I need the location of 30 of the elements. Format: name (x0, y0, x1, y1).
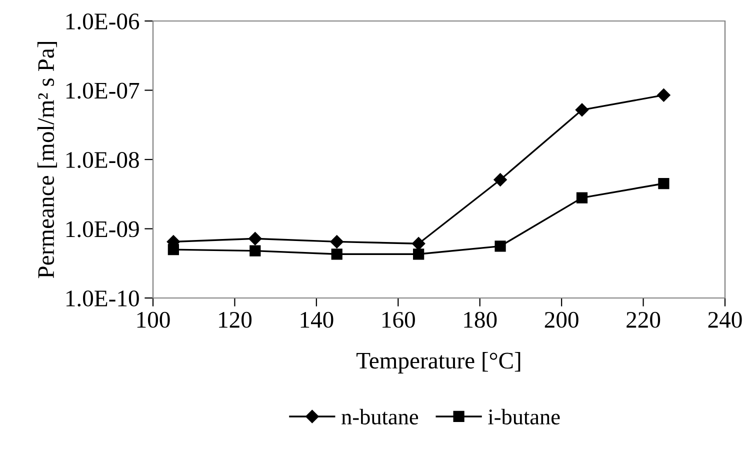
point (494, 173, 507, 186)
y-tick-label: 1.0E-10 (66, 290, 139, 307)
y-tick-label: 1.0E-08 (66, 152, 139, 168)
point (576, 192, 588, 204)
point (331, 248, 342, 260)
x-tick-label: 140 (300, 312, 334, 328)
x-tick-label: 200 (544, 312, 578, 328)
point (494, 240, 506, 252)
x-tick-label: 120 (219, 312, 252, 328)
x-tick-label: 180 (464, 312, 497, 328)
x-tick-label: 240 (708, 312, 742, 328)
legend-label: n-butane (342, 408, 418, 424)
y-tick-label: 1.0E-07 (66, 82, 140, 99)
legend-label: i-butane (488, 408, 560, 424)
point (248, 232, 262, 246)
x-tick-label: 100 (137, 312, 170, 328)
y-axis-title: Permeance [mol/m² s Pa] (37, 42, 57, 278)
point (330, 235, 344, 248)
point (250, 245, 261, 256)
point (658, 178, 670, 190)
point (575, 103, 589, 117)
x-tick-label: 160 (382, 312, 415, 328)
point (412, 237, 426, 250)
x-tick-label: 220 (626, 312, 660, 328)
x-axis-title: Temperature [°C] (356, 352, 520, 374)
y-tick-label: 1.0E-06 (66, 13, 140, 30)
y-tick-label: 1.0E-09 (66, 221, 139, 238)
point (657, 88, 670, 102)
point (413, 248, 424, 260)
point (168, 244, 179, 256)
